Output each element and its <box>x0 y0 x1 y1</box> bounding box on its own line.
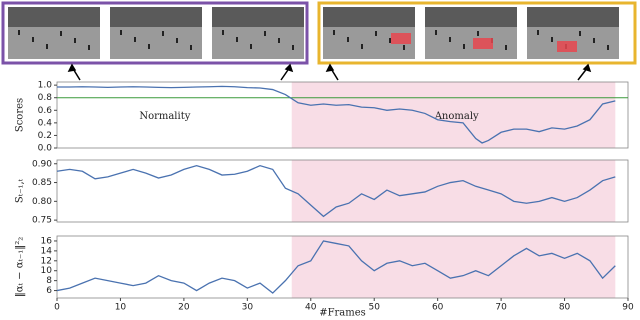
person <box>333 30 335 35</box>
person <box>537 30 539 35</box>
y-tick-label: 16 <box>41 236 53 246</box>
data-line <box>57 85 616 144</box>
person <box>134 37 136 42</box>
y-axis-label: Sₜ₋₁,ₜ <box>15 178 26 203</box>
annotation: Normality <box>139 111 190 122</box>
x-tick-label: 60 <box>432 303 444 313</box>
person <box>579 31 581 36</box>
x-tick-label: 50 <box>368 303 380 313</box>
y-axis-label: Scores <box>15 98 26 132</box>
thumbnail-top <box>212 7 304 27</box>
person <box>347 37 349 42</box>
anomaly-frame-border <box>317 1 637 65</box>
person <box>505 45 507 50</box>
person <box>361 44 363 49</box>
person <box>607 45 609 50</box>
person <box>162 31 164 36</box>
person <box>74 38 76 43</box>
x-tick-label: 90 <box>622 303 634 313</box>
person <box>389 38 391 43</box>
y-tick-label: 0.0 <box>38 144 53 154</box>
person <box>250 44 252 49</box>
y-tick-label: 0.90 <box>32 159 52 169</box>
thumbnail-top <box>527 7 619 27</box>
y-tick-label: 6 <box>46 286 52 296</box>
thumbnail-top <box>110 7 202 27</box>
y-tick-label: 0.75 <box>32 216 52 226</box>
person <box>88 45 90 50</box>
x-tick-label: 10 <box>115 303 127 313</box>
y-tick-label: 0.85 <box>32 178 52 188</box>
anomaly-box <box>391 33 411 44</box>
anomaly-region <box>291 160 616 222</box>
normal-frame-border <box>1 1 309 65</box>
person <box>148 44 150 49</box>
y-tick-label: 0.80 <box>32 197 52 207</box>
y-tick-label: 0.8 <box>38 93 53 103</box>
person <box>190 45 192 50</box>
person <box>593 38 595 43</box>
y-tick-label: 0.4 <box>38 118 53 128</box>
thumbnail-group <box>8 7 619 59</box>
person <box>292 45 294 50</box>
person <box>375 31 377 36</box>
person <box>32 37 34 42</box>
x-tick-label: 0 <box>54 303 60 313</box>
person <box>278 38 280 43</box>
person <box>477 31 479 36</box>
thumbnail-top <box>323 7 415 27</box>
person <box>449 37 451 42</box>
y-tick-label: 8 <box>46 276 52 286</box>
person <box>551 37 553 42</box>
x-tick-label: 20 <box>178 303 190 313</box>
plot-frame <box>56 235 629 299</box>
y-tick-label: 14 <box>41 246 53 256</box>
anomaly-box <box>557 41 577 52</box>
anomaly-region <box>291 82 616 148</box>
y-axis-label: ‖αₜ − αₜ₋₁‖²₂ <box>15 237 26 297</box>
arrows <box>67 63 592 81</box>
person <box>46 44 48 49</box>
y-tick-label: 0.2 <box>38 131 52 141</box>
anomaly-box <box>473 38 493 49</box>
x-tick-label: 40 <box>305 303 317 313</box>
y-tick-label: 12 <box>41 256 52 266</box>
person <box>264 31 266 36</box>
annotation: Anomaly <box>434 111 479 122</box>
plot-frame <box>56 81 629 149</box>
y-tick-label: 1.0 <box>38 81 53 91</box>
data-line <box>56 240 616 294</box>
person <box>60 31 62 36</box>
person <box>463 44 465 49</box>
person <box>18 30 20 35</box>
person <box>435 30 437 35</box>
plot-frame <box>56 159 629 223</box>
person <box>403 45 405 50</box>
person <box>120 30 122 35</box>
x-tick-label: 70 <box>495 303 507 313</box>
thumbnail-top <box>425 7 517 27</box>
y-tick-label: 0.6 <box>38 106 53 116</box>
x-tick-label: 80 <box>559 303 571 313</box>
person <box>222 30 224 35</box>
thumbnail-top <box>8 7 100 27</box>
person <box>236 37 238 42</box>
y-tick-label: 10 <box>41 266 53 276</box>
thumbnails <box>1 1 637 81</box>
person <box>176 38 178 43</box>
anomaly-region <box>291 236 616 298</box>
data-line <box>56 164 616 218</box>
x-axis-label: #Frames <box>319 308 366 319</box>
x-tick-label: 30 <box>242 303 254 313</box>
